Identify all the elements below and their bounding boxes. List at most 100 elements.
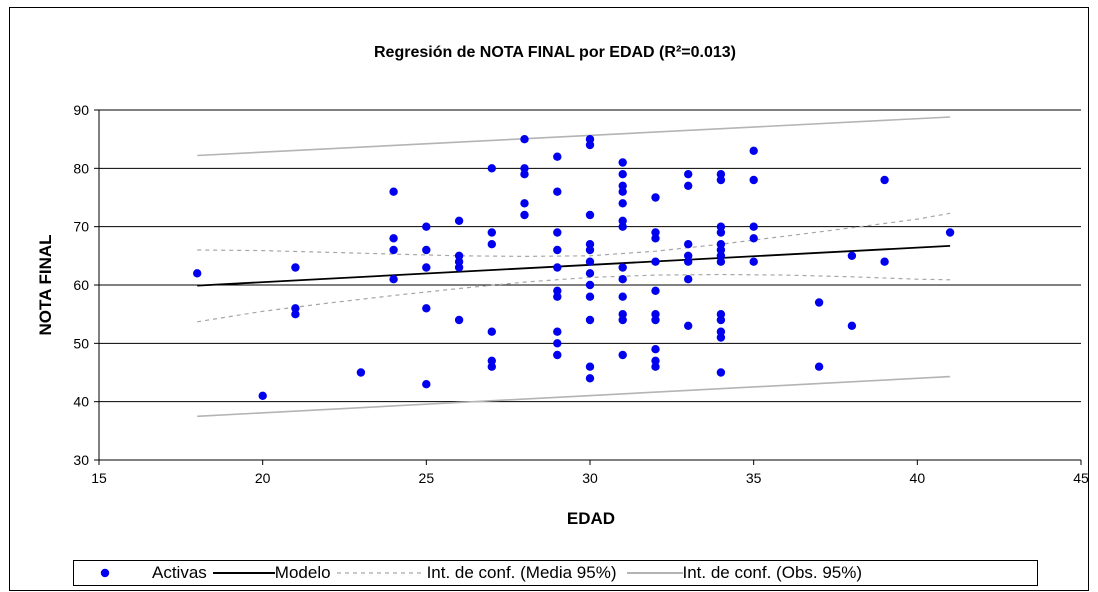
data-point — [618, 158, 627, 167]
data-point — [520, 199, 529, 208]
data-point — [651, 234, 660, 243]
y-axis-label: NOTA FINAL — [36, 234, 55, 335]
data-point — [585, 140, 595, 150]
tick-label-y-90: 90 — [73, 102, 89, 118]
tick-label-x-35: 35 — [746, 470, 762, 486]
legend-marker-ci-mean — [336, 572, 421, 574]
legend-label-ci-obs: Int. de conf. (Obs. 95%) — [682, 563, 863, 582]
data-point — [618, 216, 627, 225]
chart-frame — [9, 7, 1089, 591]
data-point — [618, 199, 627, 208]
data-point — [749, 146, 758, 155]
data-point — [356, 368, 366, 377]
data-point — [684, 251, 693, 260]
data-point — [585, 245, 595, 255]
mean-ci-band — [197, 212, 951, 323]
data-point — [585, 292, 595, 301]
data-point — [389, 234, 398, 243]
legend-label-modelo: Modelo — [274, 563, 331, 582]
data-point — [716, 333, 726, 342]
data-point — [651, 228, 660, 237]
data-point — [585, 315, 595, 325]
data-point — [716, 310, 726, 319]
data-point — [651, 356, 660, 365]
data-point — [585, 374, 595, 383]
legend-item-ci-mean: Int. de conf. (Media 95%) — [336, 563, 617, 583]
tick-label-y-80: 80 — [73, 160, 89, 176]
data-point — [814, 298, 824, 307]
data-point — [618, 350, 627, 360]
tick-label-x-30: 30 — [582, 470, 598, 486]
x-axis-label: EDAD — [567, 509, 615, 528]
legend-marker-points — [100, 568, 110, 578]
data-point — [553, 245, 562, 255]
data-point — [618, 310, 627, 319]
mean-ci-lower — [197, 273, 951, 323]
data-point — [553, 350, 562, 360]
data-point — [585, 135, 595, 144]
data-point — [716, 175, 726, 185]
data-point — [684, 275, 693, 284]
data-point — [553, 263, 562, 272]
data-point — [585, 257, 595, 266]
data-point — [389, 245, 398, 255]
data-point — [487, 240, 496, 249]
data-point — [880, 175, 889, 185]
data-point — [454, 315, 464, 325]
tick-label-y-30: 30 — [73, 452, 89, 468]
data-point — [487, 356, 496, 365]
data-point — [716, 257, 726, 266]
tick-label-x-25: 25 — [419, 470, 435, 486]
data-point — [618, 187, 627, 196]
obs-ci-band — [197, 116, 951, 418]
data-point — [291, 310, 300, 319]
grid-lines — [99, 109, 1081, 403]
data-point — [553, 292, 562, 301]
data-point — [520, 170, 529, 179]
legend-marker-ci-obs — [626, 572, 683, 574]
mean-ci-upper — [197, 212, 951, 258]
data-point — [749, 234, 758, 243]
data-point — [454, 263, 464, 272]
data-point — [193, 269, 202, 278]
data-point — [716, 170, 726, 179]
data-point — [716, 228, 726, 237]
tick-label-x-15: 15 — [91, 470, 107, 486]
data-point — [585, 362, 595, 371]
data-point — [585, 269, 595, 278]
data-point — [585, 280, 595, 290]
data-point — [651, 345, 660, 354]
data-point — [749, 222, 758, 231]
data-point — [389, 275, 398, 284]
data-point — [454, 216, 464, 225]
data-point — [651, 257, 660, 266]
data-point — [454, 257, 464, 266]
data-point — [258, 391, 267, 400]
data-point — [716, 327, 726, 336]
tick-label-y-60: 60 — [73, 277, 89, 293]
tick-label-x-45: 45 — [1073, 470, 1089, 486]
data-point — [553, 339, 562, 348]
tick-label-y-50: 50 — [73, 335, 89, 351]
data-point — [618, 315, 627, 325]
data-point — [749, 175, 758, 185]
data-point — [553, 228, 562, 237]
data-point — [553, 327, 562, 336]
data-point — [291, 304, 300, 313]
data-point — [749, 257, 758, 266]
data-point — [585, 240, 595, 249]
legend-label-ci-mean: Int. de conf. (Media 95%) — [426, 563, 617, 582]
data-point — [651, 315, 660, 325]
data-point — [716, 245, 726, 255]
data-point — [847, 321, 857, 330]
data-point — [716, 222, 726, 231]
data-point — [422, 222, 431, 231]
data-point — [716, 368, 726, 377]
data-point — [618, 292, 627, 301]
model-regression-line — [197, 245, 951, 287]
data-point — [553, 152, 562, 161]
data-point — [422, 245, 431, 255]
data-point — [618, 275, 627, 284]
data-point — [880, 257, 889, 266]
